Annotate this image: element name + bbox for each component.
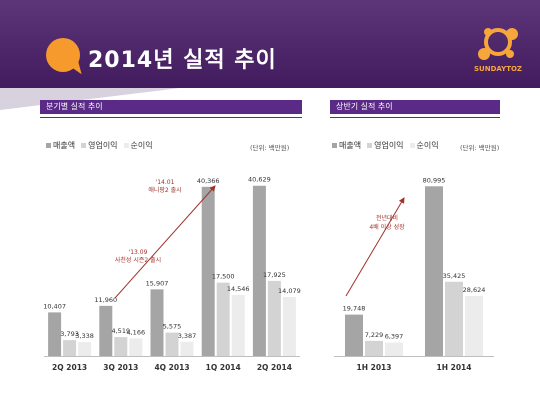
half-year-legend: 매출액 영업이익 순이익: [332, 140, 439, 151]
chart0-tick-label-0: 2Q 2013: [52, 363, 87, 372]
chart0-data-label-1-0: 11,960: [94, 296, 117, 304]
chart0-data-label-3-2: 14,546: [227, 285, 250, 293]
chart0-bar-1-1: [114, 337, 128, 356]
chart1-bar-0-2: [385, 342, 403, 356]
quarterly-section-line: [40, 117, 302, 118]
chart0-bar-1-2: [129, 338, 143, 356]
legend-net-swatch: [123, 143, 129, 148]
chart0-data-label-1-2: 4,166: [126, 329, 145, 337]
chart0-bar-0-0: [48, 312, 62, 356]
sundaytoz-logo-icon: [478, 28, 518, 60]
chart1-bar-1-1: [445, 281, 463, 356]
half-year-growth-arrow: [345, 197, 405, 297]
quarterly-annotation-1-text: 사천성 시즌2 출시: [115, 256, 161, 264]
chart0-bar-2-1: [165, 332, 179, 356]
chart1-data-label-0-2: 6,397: [385, 333, 404, 341]
quarterly-growth-arrow: [114, 185, 216, 299]
quarterly-unit: (단위: 백만원): [250, 144, 290, 152]
chart1-data-label-1-0: 80,995: [423, 176, 446, 184]
chart0-data-label-0-0: 10,407: [43, 302, 66, 310]
half-year-section-title: 상반기 실적 추이: [330, 100, 500, 114]
legend-operating-label-2: 영업이익: [374, 141, 404, 150]
half-year-annotation-date: 전년대비: [376, 214, 398, 222]
chart0-bar-0-2: [78, 342, 92, 356]
chart0-bar-2-0: [150, 289, 164, 356]
legend-operating: 영업이익: [81, 140, 118, 151]
chart1-bar-1-2: [465, 296, 483, 356]
chart1-data-label-0-1: 7,229: [365, 331, 384, 339]
chart0-data-label-4-2: 14,079: [278, 287, 301, 295]
chart0-data-label-3-1: 17,500: [212, 273, 235, 281]
chart0-bar-0-1: [63, 340, 77, 356]
chart0-bar-3-1: [216, 282, 230, 356]
speech-bubble-icon: [46, 38, 80, 72]
legend-net-swatch-2: [409, 143, 415, 148]
chart1-data-label-0-0: 19,748: [343, 305, 366, 313]
header-banner: [0, 0, 540, 88]
quarterly-annotation-2-text: 애니팡2 출시: [148, 186, 181, 194]
legend-operating-2: 영업이익: [367, 140, 404, 151]
chart1-bar-0-0: [345, 314, 363, 356]
quarterly-annotation-2-date: '14.01: [156, 179, 175, 186]
chart0-tick-label-2: 4Q 2013: [154, 363, 189, 372]
chart1-data-label-1-1: 35,425: [443, 272, 466, 280]
chart0-data-label-4-1: 17,925: [263, 271, 286, 279]
chart0-bar-4-1: [267, 280, 281, 356]
half-year-annotation-text: 4배 이상 성장: [369, 223, 405, 231]
chart0-tick-label-3: 1Q 2014: [206, 363, 241, 372]
quarterly-annotation-1-date: '13.09: [129, 249, 148, 256]
legend-revenue-swatch: [46, 143, 51, 148]
chart0-data-label-2-2: 3,387: [178, 332, 197, 340]
chart0-data-label-0-2: 3,338: [75, 332, 94, 340]
legend-revenue-label-2: 매출액: [339, 141, 362, 150]
legend-operating-swatch: [81, 143, 87, 148]
chart1-tick-label-1: 1H 2014: [437, 363, 472, 372]
legend-revenue-label: 매출액: [53, 141, 76, 150]
legend-operating-label: 영업이익: [88, 141, 118, 150]
chart0-data-label-0-1: 3,793: [60, 330, 79, 338]
chart0-bar-4-0: [252, 185, 266, 356]
chart0-data-label-2-0: 15,907: [146, 279, 169, 287]
logo-text: SUNDAYTOZ: [473, 65, 522, 73]
half-year-section-line: [330, 117, 500, 118]
chart0-bar-3-0: [201, 186, 215, 356]
quarterly-legend: 매출액 영업이익 순이익: [46, 140, 153, 151]
chart0-bar-3-2: [231, 295, 245, 356]
legend-net-label: 순이익: [130, 141, 153, 150]
page-title: 2014년 실적 추이: [88, 48, 277, 73]
chart1-tick-label-0: 1H 2013: [357, 363, 392, 372]
chart0-tick-label-4: 2Q 2014: [257, 363, 292, 372]
chart0-bar-4-2: [282, 297, 296, 356]
legend-revenue-2: 매출액: [332, 140, 361, 151]
chart0-data-label-4-0: 40,629: [248, 176, 271, 184]
chart0-bar-2-2: [180, 341, 194, 356]
chart1-data-label-1-2: 28,624: [463, 286, 486, 294]
legend-net-label-2: 순이익: [416, 141, 439, 150]
legend-net-2: 순이익: [409, 140, 439, 151]
legend-revenue-swatch-2: [332, 143, 337, 148]
quarterly-section-title: 분기별 실적 추이: [40, 100, 302, 114]
header-shade: [0, 0, 540, 88]
chart0-bar-1-0: [99, 305, 113, 356]
legend-operating-swatch-2: [367, 143, 373, 148]
chart0-data-label-2-1: 5,575: [163, 323, 182, 331]
chart1-bar-0-1: [365, 340, 383, 356]
chart0-tick-label-1: 3Q 2013: [103, 363, 138, 372]
chart1-bar-1-0: [425, 186, 443, 356]
half-year-unit: (단위: 백만원): [460, 144, 500, 152]
chart0-data-label-3-0: 40,366: [197, 177, 220, 185]
chart0-data-label-1-1: 4,519: [111, 327, 130, 335]
legend-net: 순이익: [123, 140, 153, 151]
legend-revenue: 매출액: [46, 140, 75, 151]
